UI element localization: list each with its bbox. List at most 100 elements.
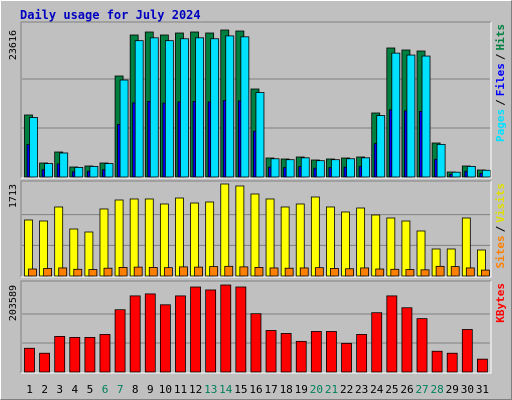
bevel: [21, 181, 492, 278]
bar: [436, 143, 446, 178]
bar: [133, 266, 143, 277]
bar: [129, 295, 141, 373]
bar: [175, 197, 184, 277]
bar: [326, 206, 335, 277]
bar: [43, 268, 52, 277]
bar: [482, 169, 491, 178]
bar: [194, 266, 203, 277]
bar: [477, 358, 488, 373]
bar: [205, 201, 215, 277]
x-tick-label: 24: [370, 383, 384, 396]
bar: [356, 207, 366, 277]
bar: [446, 352, 458, 373]
bar: [89, 166, 99, 178]
bar: [250, 313, 262, 373]
bar: [239, 266, 249, 277]
x-tick-label: 28: [431, 383, 444, 396]
x-tick-label: 20: [310, 383, 323, 396]
legend-separator: /: [494, 99, 507, 106]
y-tick-label: 203589: [8, 285, 19, 321]
x-tick-label: 19: [295, 383, 308, 396]
x-tick-label: 14: [219, 383, 233, 396]
bar: [24, 347, 35, 373]
bar: [148, 267, 158, 277]
bar: [356, 334, 368, 373]
x-tick-label: 26: [400, 383, 413, 396]
bar: [54, 336, 66, 373]
bar: [481, 269, 490, 277]
bar: [466, 166, 476, 178]
bar: [285, 159, 295, 178]
bar: [420, 269, 430, 277]
bar: [118, 267, 128, 277]
bar: [431, 350, 443, 373]
bar: [179, 266, 188, 277]
bar: [390, 268, 400, 277]
legend: Pages / Files / Hits: [494, 24, 507, 142]
bar: [269, 267, 279, 277]
x-tick-label: 6: [102, 383, 109, 396]
bar: [88, 269, 98, 277]
x-tick-label: 31: [476, 383, 489, 396]
bar: [235, 286, 247, 373]
bar: [315, 160, 325, 178]
bar: [134, 40, 144, 178]
bar: [265, 198, 275, 277]
x-tick-label: 18: [280, 383, 293, 396]
bar: [299, 267, 309, 277]
x-tick-label: 1: [26, 383, 33, 396]
bar: [391, 52, 401, 178]
bar: [73, 268, 83, 277]
bar: [461, 329, 473, 373]
bar: [314, 267, 324, 277]
bar: [406, 54, 416, 178]
bevel: [21, 22, 492, 179]
legend: Sites / Visits: [494, 183, 507, 269]
legend-entry: Hits: [494, 24, 507, 51]
bar: [435, 265, 445, 277]
bar: [280, 333, 292, 373]
bar: [421, 55, 431, 178]
bar: [210, 38, 220, 178]
bar: [310, 331, 322, 373]
bar: [99, 208, 109, 277]
bar: [326, 331, 337, 373]
bar: [331, 159, 340, 178]
bar: [284, 267, 294, 277]
x-tick-label: 2: [41, 383, 48, 396]
bar: [461, 217, 471, 277]
bar: [84, 337, 96, 373]
bar: [450, 266, 460, 277]
bar: [104, 163, 114, 178]
bar: [451, 171, 461, 178]
bar: [39, 352, 50, 373]
bar: [69, 337, 81, 373]
bar: [295, 340, 307, 373]
bar: [149, 37, 159, 178]
bar: [250, 193, 260, 277]
bar: [371, 214, 381, 277]
bar: [386, 217, 396, 277]
bar: [29, 117, 38, 178]
y-tick-label: 1713: [8, 184, 19, 208]
x-tick-label: 12: [189, 383, 202, 396]
bar: [39, 220, 48, 277]
bar: [54, 206, 64, 277]
x-tick-label: 7: [117, 383, 124, 396]
x-tick-label: 3: [56, 383, 63, 396]
bar: [224, 265, 234, 277]
legend-entry: Visits: [494, 183, 507, 223]
x-tick-label: 27: [415, 383, 428, 396]
bar: [159, 304, 171, 373]
bar: [341, 342, 352, 373]
legend-entry: KBytes: [494, 283, 507, 323]
bar: [119, 79, 129, 178]
bar: [190, 202, 199, 277]
x-tick-label: 17: [264, 383, 277, 396]
bar: [375, 268, 385, 277]
bar: [416, 318, 428, 373]
x-tick-label: 22: [340, 383, 353, 396]
bar: [265, 330, 277, 373]
bar: [159, 203, 169, 277]
